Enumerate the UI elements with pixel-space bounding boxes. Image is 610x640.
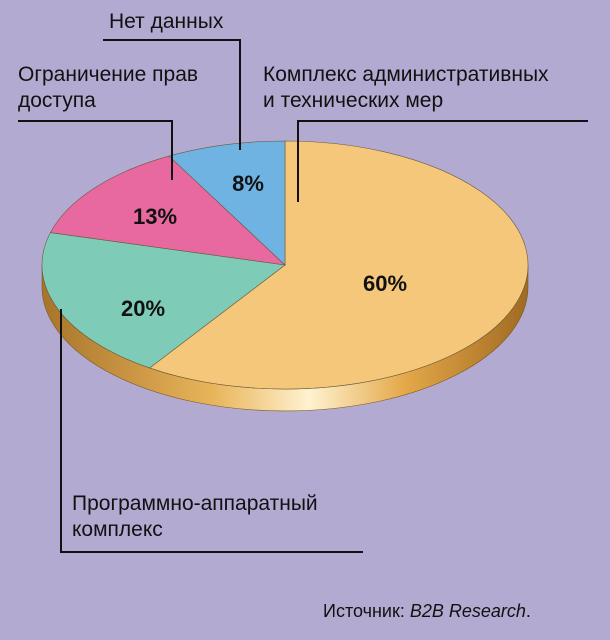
category-label-admin-tech-line1: Комплекс административных	[263, 63, 549, 86]
pie-slice-access-restriction	[49, 155, 286, 266]
leader-line-hardware-software	[60, 309, 363, 553]
category-label-no-data: Нет данных	[109, 10, 224, 33]
source-name: B2B Research	[410, 601, 526, 621]
percent-label-no-data: 8%	[232, 171, 264, 196]
source-suffix: .	[526, 601, 531, 621]
leader-line-access-restriction	[18, 120, 173, 180]
category-label-access-restriction-line1: Ограничение прав	[18, 63, 198, 86]
percent-label-admin-tech: 60%	[363, 271, 407, 296]
leader-line-no-data	[103, 39, 241, 150]
pie-slice-admin-tech	[148, 140, 529, 390]
pie-slices	[41, 140, 529, 390]
percent-label-access-restriction: 13%	[133, 204, 177, 229]
category-label-hardware-software-line2: комплекс	[72, 518, 163, 541]
leader-line-admin-tech	[297, 120, 588, 202]
category-label-hardware-software-line1: Программно-аппаратный	[72, 492, 318, 515]
pie-slice-hardware-software	[41, 232, 286, 369]
category-label-admin-tech-line2: и технических мер	[263, 89, 443, 112]
percent-label-hardware-software: 20%	[121, 296, 165, 321]
source-prefix: Источник:	[323, 601, 410, 621]
category-label-access-restriction-line2: доступа	[18, 89, 96, 112]
source-label: Источник: B2B Research.	[323, 601, 531, 621]
